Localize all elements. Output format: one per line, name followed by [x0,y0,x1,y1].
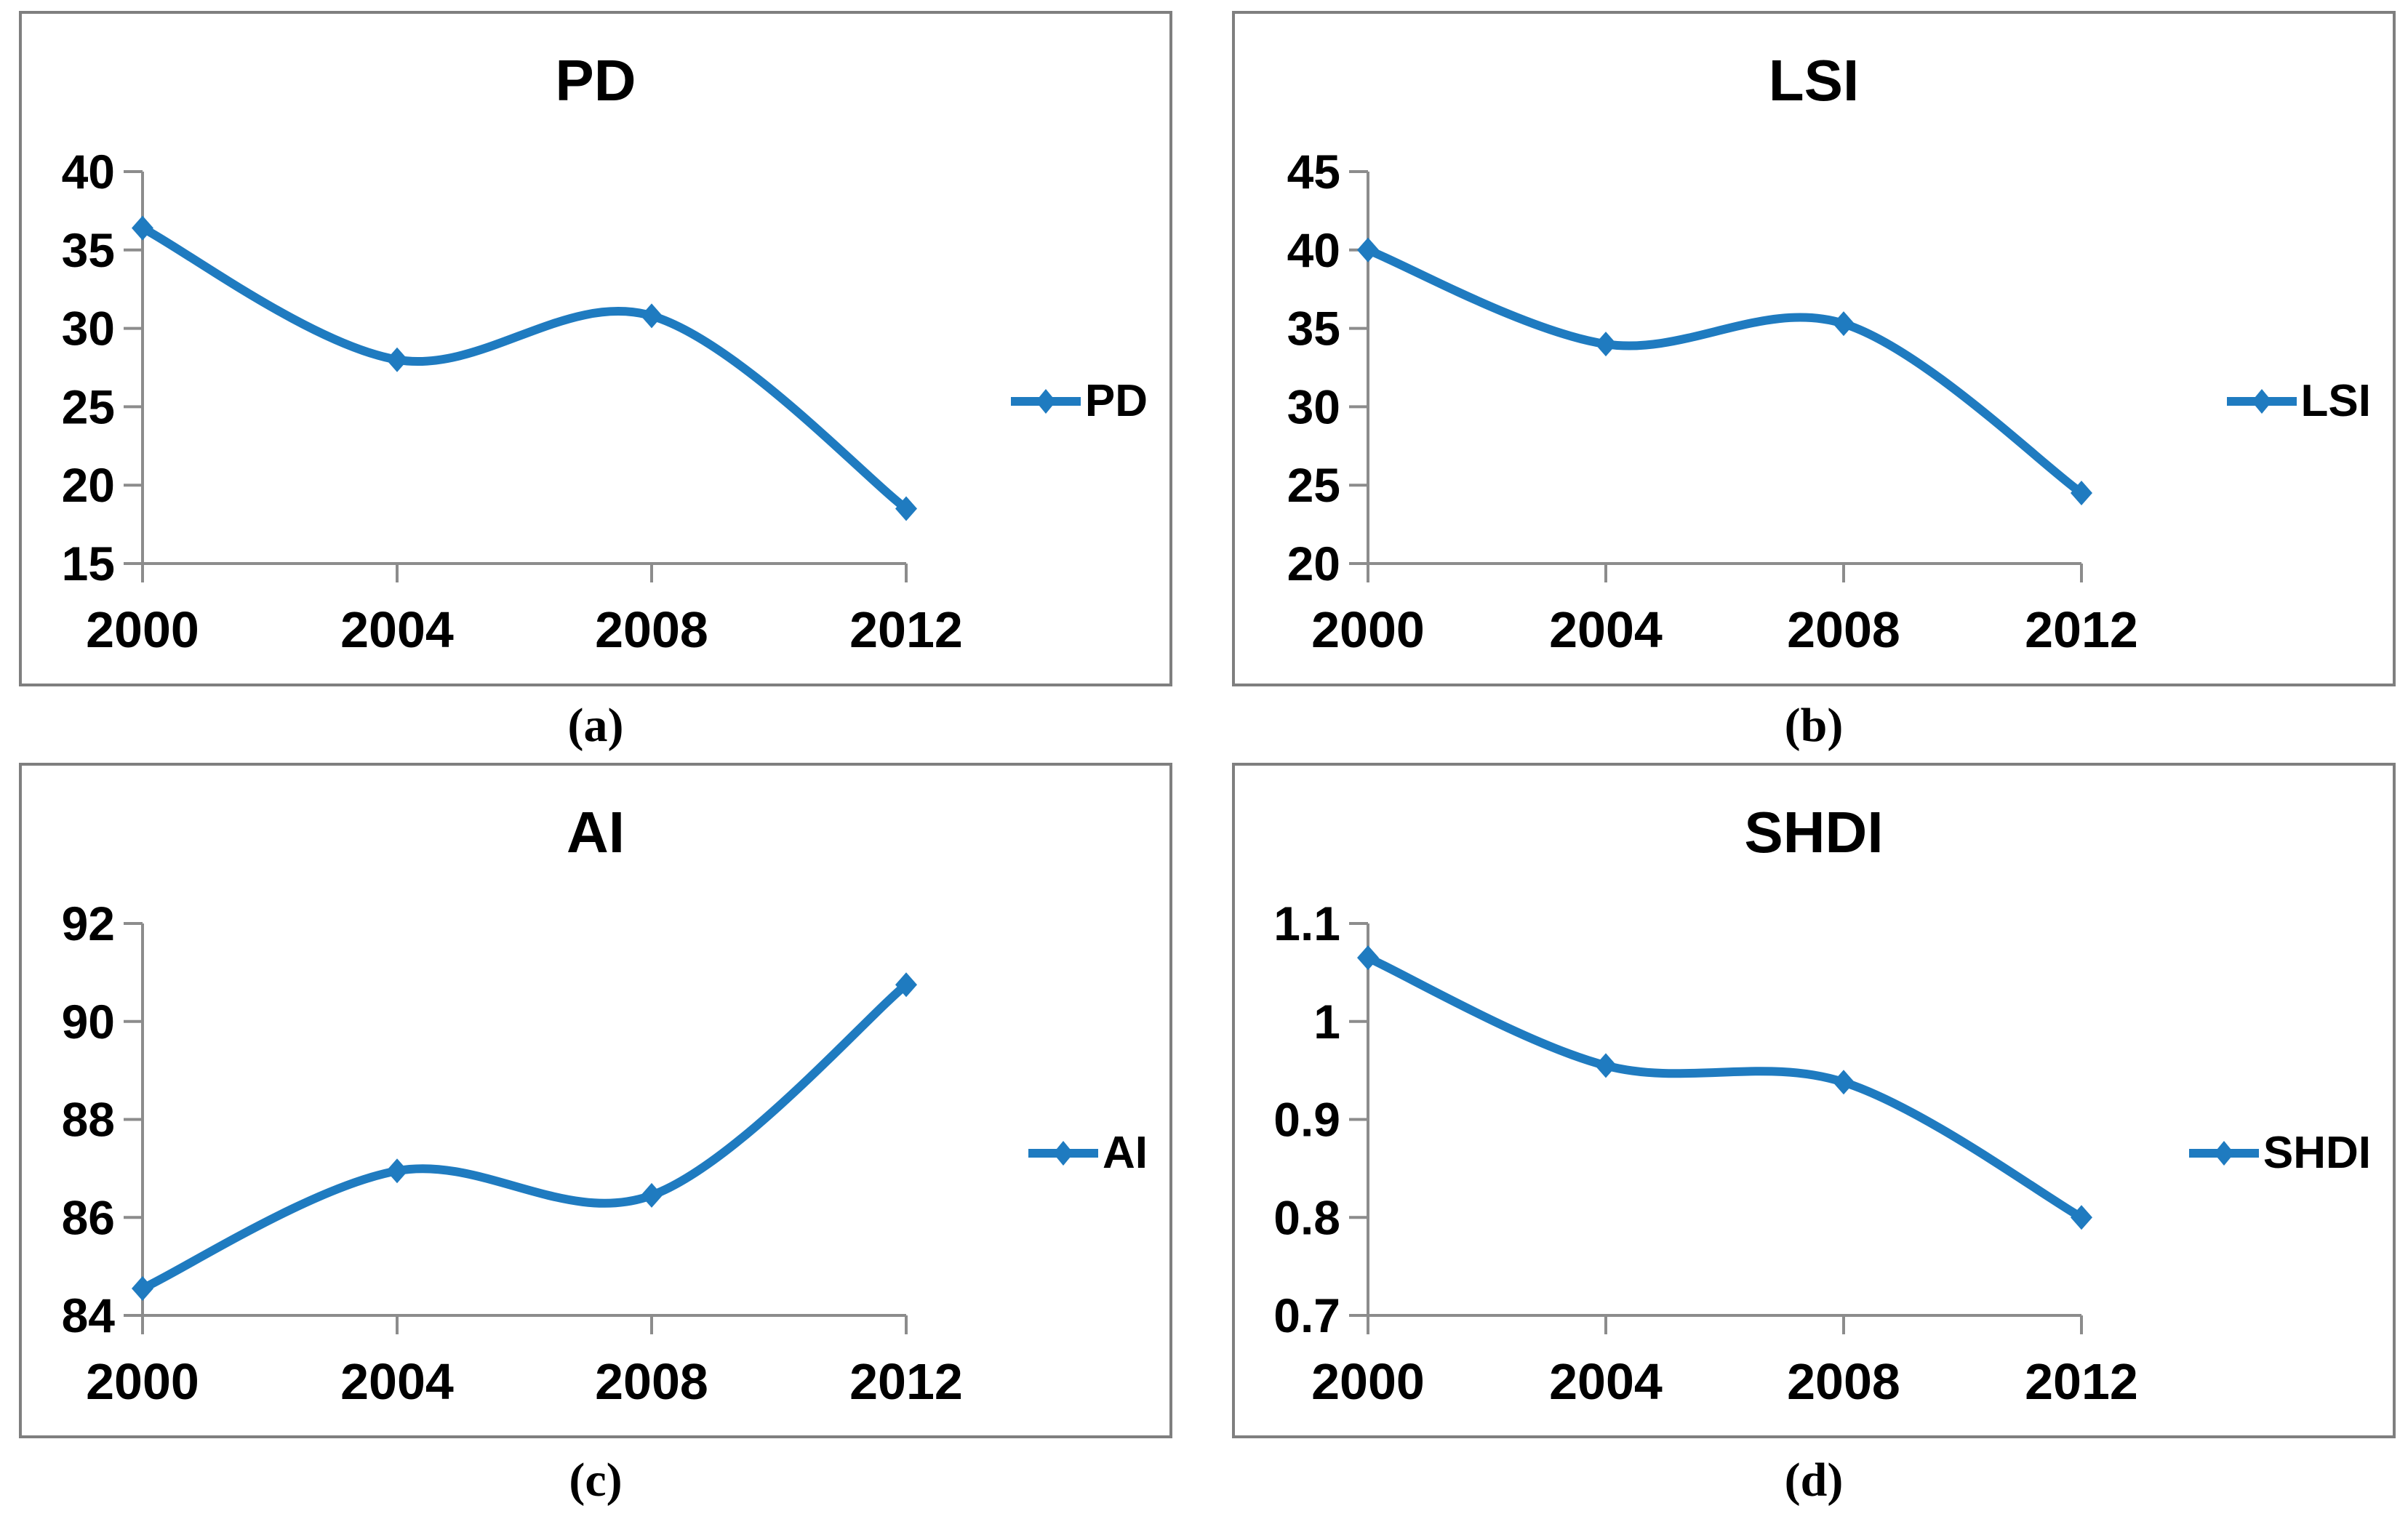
y-tick-label: 0.8 [1273,1190,1340,1244]
caption-a: (a) [567,699,624,752]
y-tick-label: 35 [1287,302,1340,356]
legend-label: LSI [2300,376,2371,426]
data-point-marker [386,1158,408,1184]
x-tick-label: 2012 [2025,1353,2138,1410]
legend-pd: PD [1009,376,1148,427]
x-tick-label: 2004 [340,1353,454,1410]
line-chart-lsi: 45 40 35 30 25 20 2000 2004 2008 2012 [1287,145,2138,658]
data-point-marker [641,1182,663,1208]
data-point-marker [1357,237,1379,262]
caption-d: (d) [1784,1454,1844,1507]
x-tick-label: 2000 [1311,601,1425,658]
chart-panel-b: 45 40 35 30 25 20 2000 2004 2008 2012 LSI LSI [1232,11,2396,686]
series-curve [1364,245,2086,497]
x-tick-label: 2000 [1311,1353,1425,1410]
line-chart-shdi: 1.1 1 0.9 0.8 0.7 2000 2004 2008 2012 [1273,897,2138,1410]
y-tick-label: 1 [1313,995,1340,1049]
x-tick-label: 2012 [849,1353,963,1410]
x-tick-label: 2004 [1549,1353,1663,1410]
chart-panel-d: 1.1 1 0.9 0.8 0.7 2000 2004 2008 2012 SHDI SHDI [1232,763,2396,1438]
x-tick-label: 2012 [849,601,963,658]
y-tick-label: 88 [62,1093,115,1147]
chart-title-shdi: SHDI [1744,800,1884,865]
y-tick-label: 25 [1287,458,1340,512]
data-point-marker [1833,311,1855,337]
data-point-marker [641,303,663,329]
caption-b: (b) [1784,699,1844,752]
caption-c: (c) [569,1454,623,1507]
data-point-marker [895,972,917,998]
y-tick-label: 20 [1287,537,1340,590]
x-tick-label: 2000 [86,1353,199,1410]
legend-line-diamond-icon [2188,1141,2259,1166]
chart-title-lsi: LSI [1768,48,1860,113]
x-tick-label: 2000 [86,601,199,658]
chart-panel-c: 92 90 88 86 84 2000 2004 2008 2012 AI AI [19,763,1172,1438]
y-tick-label: 20 [62,458,115,512]
y-tick-label: 92 [62,897,115,950]
data-point-marker [1595,1053,1617,1078]
chart-title-ai: AI [567,800,625,865]
y-tick-label: 25 [62,380,115,433]
chart-panel-a: 40 35 30 25 20 15 2000 2004 2008 2012 PD PD [19,11,1172,686]
y-tick-label: 1.1 [1273,897,1340,950]
data-point-marker [132,1275,153,1301]
y-tick-label: 30 [1287,380,1340,433]
data-point-marker [1357,945,1379,971]
x-tick-label: 2008 [1787,601,1900,658]
data-point-marker [1595,332,1617,357]
y-tick-label: 15 [62,537,115,590]
series-curve [1364,953,2086,1222]
series-curve [138,223,911,513]
line-chart-ai: 92 90 88 86 84 2000 2004 2008 2012 [62,897,963,1410]
legend-line-diamond-icon [1010,389,1081,414]
data-point-marker [2071,480,2092,505]
y-tick-label: 30 [62,302,115,356]
y-tick-label: 40 [1287,223,1340,277]
x-tick-label: 2008 [595,601,708,658]
legend-label: PD [1084,376,1148,426]
y-tick-label: 40 [62,145,115,199]
data-point-marker [2071,1205,2092,1230]
legend-shdi: SHDI [2188,1128,2371,1179]
x-tick-label: 2008 [595,1353,708,1410]
x-tick-label: 2008 [1787,1353,1900,1410]
x-tick-label: 2004 [340,601,454,658]
data-point-marker [1833,1070,1855,1095]
legend-lsi: LSI [2225,376,2371,427]
data-point-marker [132,215,153,241]
legend-line-diamond-icon [1028,1141,1098,1166]
x-tick-label: 2012 [2025,601,2138,658]
legend-label: SHDI [2263,1128,2371,1178]
y-tick-label: 45 [1287,145,1340,199]
y-tick-label: 35 [62,223,115,277]
line-chart-pd: 40 35 30 25 20 15 2000 2004 2008 2012 [62,145,963,658]
legend-label: AI [1103,1128,1148,1178]
data-point-marker [386,347,408,372]
legend-line-diamond-icon [2226,389,2297,414]
y-tick-label: 84 [62,1288,116,1342]
y-tick-label: 90 [62,995,115,1049]
y-tick-label: 0.7 [1273,1288,1340,1342]
chart-title-pd: PD [555,48,636,113]
x-tick-label: 2004 [1549,601,1663,658]
y-tick-label: 86 [62,1190,115,1244]
y-tick-label: 0.9 [1273,1093,1340,1147]
series-curve [138,980,911,1293]
data-point-marker [895,496,917,521]
legend-ai: AI [1027,1128,1148,1179]
